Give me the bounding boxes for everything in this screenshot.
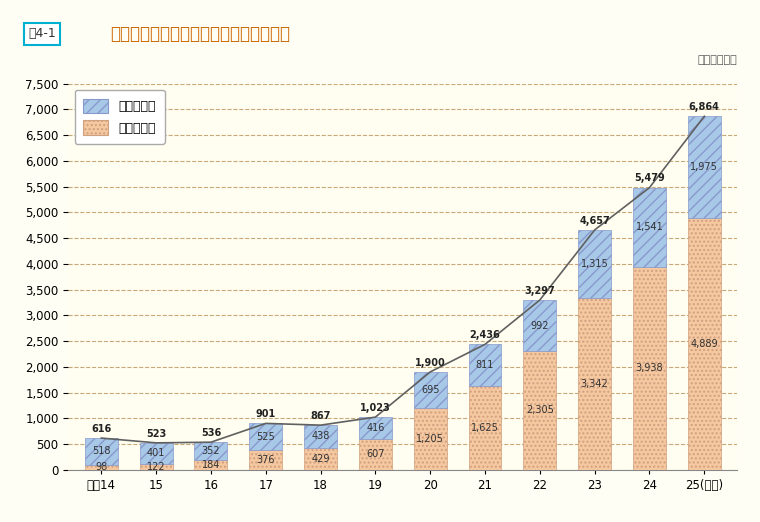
Text: 1,541: 1,541: [635, 222, 663, 232]
Text: 1,023: 1,023: [360, 403, 391, 413]
Text: 4,657: 4,657: [579, 216, 610, 226]
Text: 607: 607: [366, 449, 385, 459]
Bar: [195, 442, 227, 460]
Text: 901: 901: [255, 409, 276, 419]
Legend: フルタイム, 短時間勤務: フルタイム, 短時間勤務: [74, 90, 165, 144]
Bar: [304, 425, 337, 448]
Bar: [633, 187, 666, 267]
Bar: [140, 443, 173, 464]
Bar: [359, 417, 392, 438]
Text: 416: 416: [366, 423, 385, 433]
Text: 1,975: 1,975: [690, 162, 718, 172]
Text: 429: 429: [312, 454, 330, 464]
Text: 3,938: 3,938: [635, 363, 663, 373]
Text: 98: 98: [95, 462, 107, 472]
Text: 3,342: 3,342: [581, 379, 609, 389]
Text: 523: 523: [146, 429, 166, 439]
Text: 1,205: 1,205: [416, 434, 444, 444]
Text: 年度別再任用職員数（給与法適用職員）: 年度別再任用職員数（給与法適用職員）: [110, 25, 290, 43]
Text: 2,436: 2,436: [470, 330, 500, 340]
Bar: [195, 460, 227, 470]
Text: 围4-1: 围4-1: [28, 28, 55, 40]
Text: 6,864: 6,864: [689, 102, 720, 112]
Bar: [249, 423, 282, 450]
Text: 616: 616: [91, 424, 112, 434]
Text: 4,889: 4,889: [691, 339, 718, 349]
Text: 695: 695: [421, 385, 439, 395]
Bar: [633, 267, 666, 470]
Bar: [688, 116, 720, 218]
Bar: [524, 300, 556, 351]
Text: 376: 376: [257, 455, 275, 465]
Text: 992: 992: [530, 321, 549, 330]
Text: 1,315: 1,315: [581, 259, 609, 269]
Text: 1,900: 1,900: [415, 358, 445, 368]
Text: 811: 811: [476, 360, 494, 370]
Text: 352: 352: [201, 446, 220, 456]
Bar: [140, 464, 173, 470]
Bar: [578, 230, 611, 298]
Bar: [304, 448, 337, 470]
Text: （単位：人）: （単位：人）: [698, 55, 737, 65]
Text: 1,625: 1,625: [471, 423, 499, 433]
Bar: [85, 465, 118, 470]
Bar: [359, 438, 392, 470]
Text: 867: 867: [310, 411, 331, 421]
Text: 184: 184: [201, 460, 220, 470]
Bar: [469, 345, 502, 386]
Text: 122: 122: [147, 461, 166, 472]
Text: 438: 438: [312, 431, 330, 442]
Text: 518: 518: [92, 446, 110, 456]
Text: 3,297: 3,297: [524, 286, 556, 296]
Bar: [413, 408, 447, 470]
Text: 525: 525: [256, 432, 275, 442]
Bar: [249, 450, 282, 470]
Bar: [578, 298, 611, 470]
Text: 2,305: 2,305: [526, 406, 554, 416]
Text: 401: 401: [147, 448, 165, 458]
Bar: [413, 372, 447, 408]
Text: 536: 536: [201, 428, 221, 438]
Bar: [469, 386, 502, 470]
Bar: [85, 438, 118, 465]
Text: 5,479: 5,479: [634, 173, 665, 184]
Bar: [524, 351, 556, 470]
Bar: [688, 218, 720, 470]
